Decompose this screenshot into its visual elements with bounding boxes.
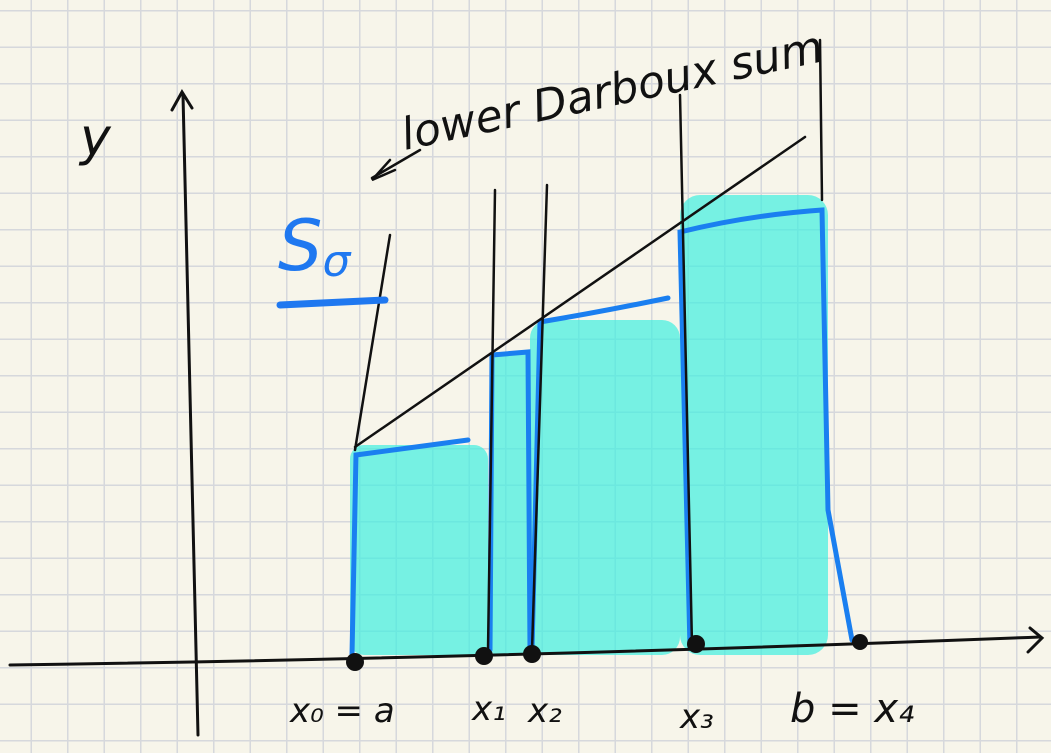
- y-axis: [183, 95, 198, 735]
- rectangle: [350, 445, 488, 655]
- lower-sum-rectangles: [350, 195, 828, 655]
- diagram: y lower Darboux sum Sσ x₀ = a x₁ x₂ x₃ b…: [0, 0, 1051, 753]
- point: [346, 653, 364, 671]
- point-label: x₀ = a: [289, 691, 395, 731]
- symbol: Sσ: [278, 205, 351, 287]
- point-label: x₂: [527, 691, 562, 731]
- underline: [280, 300, 385, 305]
- pointer: [355, 235, 390, 450]
- point: [687, 635, 705, 653]
- annotation: lower Darboux sum: [397, 22, 828, 161]
- point: [475, 647, 493, 665]
- symbol-main: S: [278, 205, 322, 287]
- point-label: b = x₄: [790, 686, 914, 732]
- symbol-subscript: σ: [322, 236, 351, 287]
- rectangle: [530, 320, 680, 655]
- y-axis-label: y: [78, 108, 112, 168]
- point: [852, 634, 868, 650]
- page: y lower Darboux sum Sσ x₀ = a x₁ x₂ x₃ b…: [0, 0, 1051, 753]
- rectangle: [680, 195, 828, 655]
- x-axis-arrow: [1028, 628, 1042, 652]
- point-label: x₃: [679, 697, 714, 737]
- point: [523, 645, 541, 663]
- point-label: x₁: [471, 689, 506, 729]
- rectangle: [490, 352, 530, 655]
